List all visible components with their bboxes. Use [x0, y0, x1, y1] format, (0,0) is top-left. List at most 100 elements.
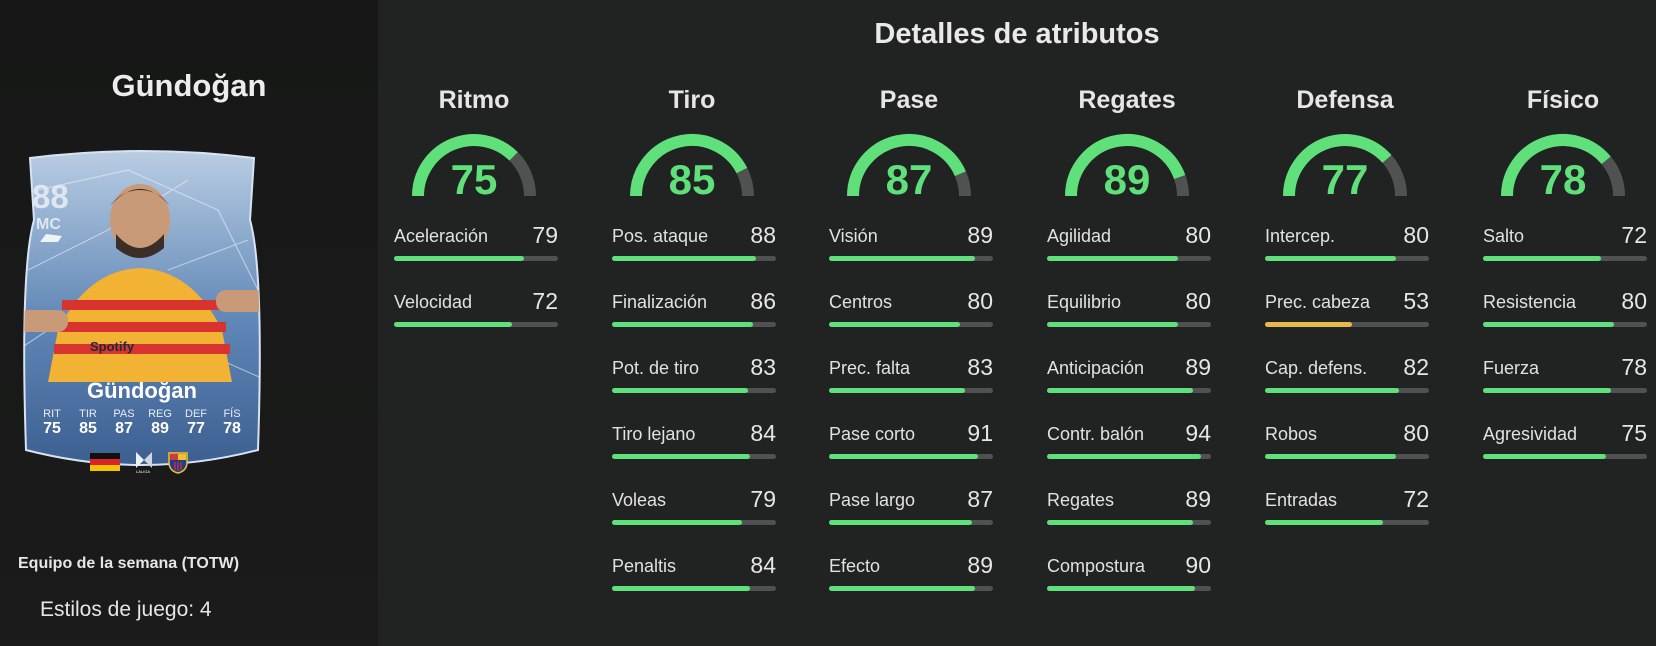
stat-bar-track [612, 520, 776, 525]
stat-bar-track [1047, 586, 1211, 591]
stat-bar-fill [1265, 256, 1397, 261]
stat-list: Aceleración 79 Velocidad 72 [390, 222, 558, 358]
category-title: Regates [1078, 86, 1176, 114]
stat-value: 90 [1185, 552, 1211, 578]
stat-row: Regates 89 [1043, 486, 1211, 556]
category-title: Físico [1526, 86, 1600, 114]
stat-list: Agilidad 80 Equilibrio 80 Anticipación 89 Cont… [1043, 222, 1211, 622]
card-stat-key: RIT [43, 408, 61, 420]
boot-icon [40, 234, 62, 242]
card-overall-rating: 88 [32, 178, 69, 215]
stat-bar-fill [394, 322, 513, 327]
card-stat: FÍS 78 [216, 408, 248, 438]
stat-label: Robos [1265, 424, 1318, 444]
stat-bar-fill [829, 454, 979, 459]
stat-label: Equilibrio [1047, 292, 1122, 312]
stat-bar-track [829, 454, 993, 459]
stat-label: Pot. de tiro [612, 358, 700, 378]
stat-label: Centros [829, 292, 893, 312]
stat-bar-track [1483, 256, 1647, 261]
stat-bar-fill [1047, 256, 1179, 261]
stat-bar-fill [829, 256, 975, 261]
stat-label: Resistencia [1483, 292, 1577, 312]
stat-value: 94 [1185, 420, 1211, 446]
category-title: Tiro [668, 86, 716, 114]
player-name: Gündoğan [111, 68, 267, 103]
category-gauge: 89 [1062, 130, 1192, 208]
card-stat: REG 89 [144, 408, 176, 438]
stat-bar-fill [1047, 454, 1202, 459]
attribute-column-2: Pase 87 Visión 89 Centros 80 Prec. falta 83 Pase… [825, 86, 993, 622]
category-value: 77 [1321, 156, 1369, 203]
card-stat-value: 85 [79, 420, 97, 437]
stat-label: Contr. balón [1047, 424, 1145, 444]
attributes-panel [378, 0, 1656, 646]
category-value: 85 [668, 156, 716, 203]
stat-value: 80 [1185, 288, 1211, 314]
stat-bar-fill [829, 322, 961, 327]
stat-row: Intercep. 80 [1261, 222, 1429, 292]
stat-value: 83 [967, 354, 993, 380]
gauge-fill [630, 134, 748, 197]
stat-row: Aceleración 79 [390, 222, 558, 292]
stat-value: 79 [750, 486, 776, 512]
card-stat-key: PAS [113, 408, 135, 420]
attribute-column-1: Tiro 85 Pos. ataque 88 Finalización 86 Pot. de… [608, 86, 776, 622]
stat-bar-fill [1047, 520, 1193, 525]
stat-row: Compostura 90 [1043, 552, 1211, 622]
stat-value: 53 [1403, 288, 1429, 314]
stat-bar-track [829, 322, 993, 327]
card-stat-value: 87 [115, 420, 133, 437]
stat-bar-fill [394, 256, 524, 261]
stat-row: Anticipación 89 [1043, 354, 1211, 424]
stat-value: 80 [1621, 288, 1647, 314]
sponsor-logo: Spotify [90, 339, 135, 354]
stat-bar-track [1047, 388, 1211, 393]
stat-bar-fill [829, 520, 972, 525]
gauge-track [509, 152, 536, 197]
stat-bar-track [1047, 520, 1211, 525]
stat-value: 87 [967, 486, 993, 512]
attribute-column-3: Regates 89 Agilidad 80 Equilibrio 80 Anticipac… [1043, 86, 1211, 622]
stat-bar-track [1483, 388, 1647, 393]
stat-label: Fuerza [1483, 358, 1540, 378]
card-stat-value: 75 [43, 420, 61, 437]
card-position: MC [36, 216, 61, 233]
stat-row: Agilidad 80 [1043, 222, 1211, 292]
category-gauge: 77 [1280, 130, 1410, 208]
player-card[interactable]: Spotify [18, 150, 266, 472]
stat-label: Prec. cabeza [1265, 292, 1371, 312]
stat-value: 88 [750, 222, 776, 248]
stat-bar-track [1265, 454, 1429, 459]
stat-label: Tiro lejano [612, 424, 696, 444]
category-title: Pase [879, 86, 939, 114]
stat-label: Pase corto [829, 424, 916, 444]
stat-bar-track [612, 256, 776, 261]
stat-label: Aceleración [394, 226, 489, 246]
stat-value: 80 [967, 288, 993, 314]
gauge-track [1173, 174, 1189, 197]
category-value: 75 [450, 156, 498, 203]
stat-bar-track [612, 454, 776, 459]
gauge-arc [1065, 134, 1189, 197]
gauge-track [1601, 156, 1625, 197]
stat-row: Visión 89 [825, 222, 993, 292]
stat-list: Intercep. 80 Prec. cabeza 53 Cap. defens. 82 R… [1261, 222, 1429, 556]
playstyles-count[interactable]: Estilos de juego: 4 [40, 598, 212, 621]
stat-value: 75 [1621, 420, 1647, 446]
stat-row: Finalización 86 [608, 288, 776, 358]
category-gauge: 87 [844, 130, 974, 208]
stat-bar-track [829, 586, 993, 591]
category-title: Ritmo [438, 86, 510, 114]
stat-bar-fill [829, 586, 975, 591]
stat-row: Pos. ataque 88 [608, 222, 776, 292]
stat-row: Robos 80 [1261, 420, 1429, 490]
stat-bar-track [1047, 454, 1211, 459]
stat-row: Fuerza 78 [1479, 354, 1647, 424]
stat-bar-track [1265, 388, 1429, 393]
stat-bar-fill [829, 388, 966, 393]
stat-row: Entradas 72 [1261, 486, 1429, 556]
stat-bar-fill [612, 586, 750, 591]
stat-value: 91 [967, 420, 993, 446]
stat-value: 84 [750, 552, 776, 578]
